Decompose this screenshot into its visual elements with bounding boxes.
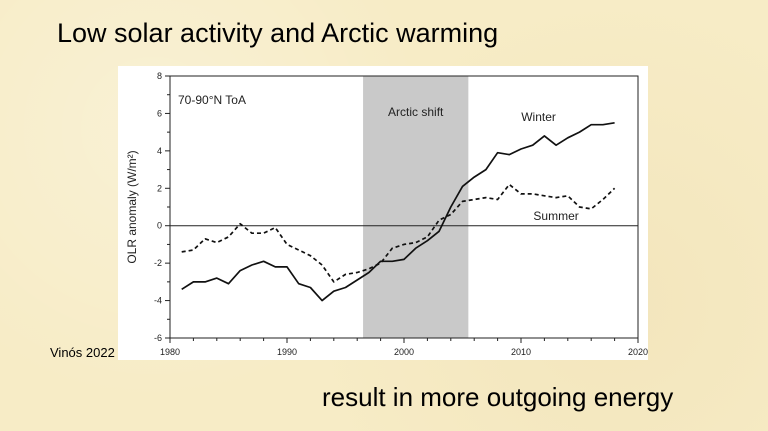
x-tick-label: 1980 [160,347,180,357]
y-tick-label: 4 [157,146,162,156]
credit-text: Vinós 2022 [50,345,115,360]
y-tick-label: -4 [154,296,162,306]
x-tick-label: 2010 [511,347,531,357]
y-tick-label: 6 [157,108,162,118]
x-tick-label: 1990 [277,347,297,357]
y-axis-label: OLR anomaly (W/m²) [125,150,139,263]
y-tick-label: 8 [157,71,162,81]
series-line-summer [181,183,616,283]
x-tick-label: 2000 [394,347,414,357]
slide-title: Low solar activity and Arctic warming [57,18,499,48]
y-tick-label: 0 [157,221,162,231]
panel-label: 70-90°N ToA [178,93,246,107]
annotation-summer: Summer [533,209,578,223]
olr-anomaly-chart: Arctic shift -6 -4 -2 0 2 4 6 8 1980 1990 2000 2010… [118,66,648,360]
y-tick-label: -2 [154,258,162,268]
slide-subtitle: result in more outgoing energy [322,382,674,412]
series-layer [181,121,616,302]
y-tick-label: -6 [154,333,162,343]
shaded-region-label: Arctic shift [388,105,444,119]
x-tick-label: 2020 [628,347,648,357]
axis-layer: -6 -4 -2 0 2 4 6 8 1980 1990 2000 2010 2020 [154,71,648,357]
y-tick-label: 2 [157,183,162,193]
annotation-winter: Winter [521,110,556,124]
series-line-winter [181,121,615,302]
